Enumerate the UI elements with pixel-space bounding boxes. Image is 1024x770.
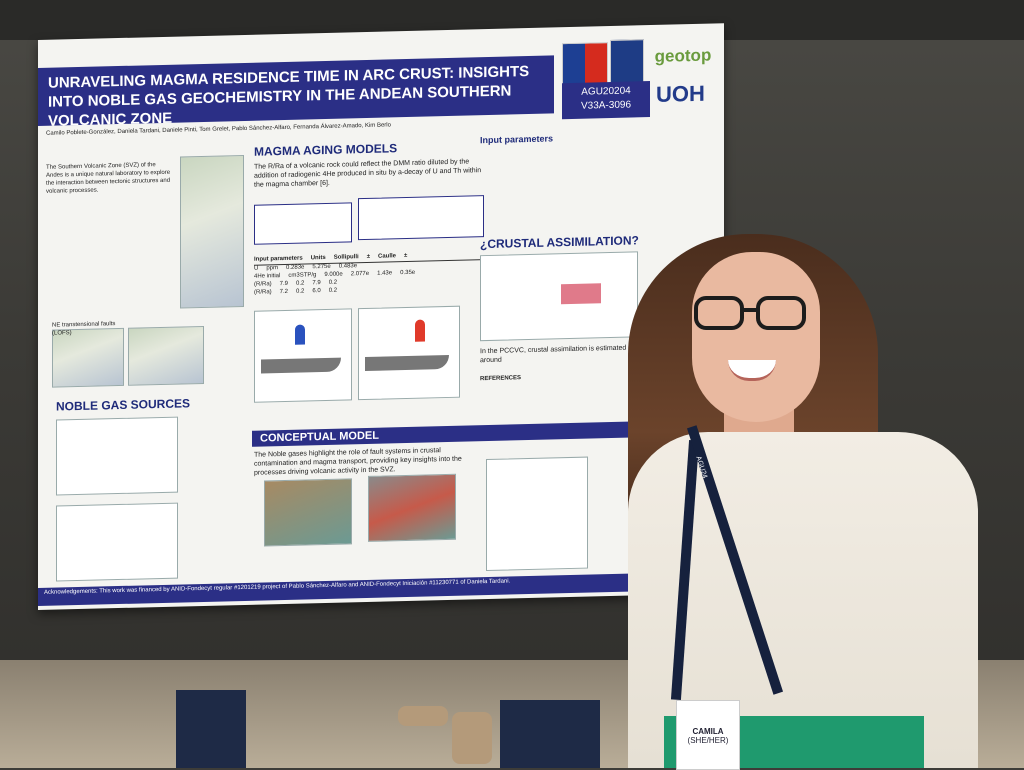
research-poster: UNRAVELING MAGMA RESIDENCE TIME IN ARC C… <box>38 23 724 611</box>
government-logo <box>562 42 608 86</box>
monte-carlo-plot-a <box>254 308 352 403</box>
table-cell: 0.2 <box>296 288 305 295</box>
table-cell: 7.9 <box>279 280 289 288</box>
table-cell: (R/Ra) <box>254 289 272 296</box>
table-cell: 0.35e <box>400 269 416 277</box>
conceptual-model-text: The Noble gases highlight the role of fa… <box>254 447 462 477</box>
equation-legend-box <box>358 195 484 241</box>
table-cell: 0.2 <box>296 280 305 287</box>
crustal-assimilation-text: In the PCCVC, crustal assimilation is es… <box>480 344 627 365</box>
ne-faults-label: NE transtensional faults (LOFS) <box>52 321 116 337</box>
input-parameters-heading: Input parameters <box>480 133 554 146</box>
table-cell: U <box>254 265 259 272</box>
poster-id: V33A-3096 <box>580 99 632 112</box>
table-header-cell: Sollipulli <box>333 254 359 261</box>
background-shoe <box>452 712 492 764</box>
crustal-assimilation-heading: ¿CRUSTAL ASSIMILATION? <box>480 233 639 252</box>
location-map <box>180 154 244 309</box>
magma-aging-heading: MAGMA AGING MODELS <box>254 141 398 159</box>
magma-aging-text: The R/Ra of a volcanic rock could reflec… <box>254 158 482 189</box>
noble-gas-plot-1 <box>56 416 178 496</box>
table-cell: 1.43e <box>377 270 393 277</box>
badge-pronoun: (SHE/HER) <box>687 736 729 745</box>
fault-map-nw <box>128 325 204 386</box>
poster-title: UNRAVELING MAGMA RESIDENCE TIME IN ARC C… <box>38 55 554 130</box>
crustal-assimilation-plot <box>480 251 638 342</box>
badge-name: CAMILA <box>692 727 724 736</box>
glasses-lens <box>694 296 744 330</box>
intro-text: The Southern Volcanic Zone (SVZ) of the … <box>46 162 171 195</box>
glasses-icon <box>694 296 814 336</box>
session-box: AGU20204 V33A-3096 <box>562 81 650 120</box>
table-header-cell: ± <box>366 253 370 260</box>
background-shoe <box>398 706 448 726</box>
monte-carlo-plot-b <box>358 305 460 401</box>
table-cell: 6.0 <box>312 288 321 295</box>
geotop-logo: geotop <box>654 45 712 66</box>
table-cell: 7.9 <box>312 280 321 287</box>
equation-box <box>254 202 352 245</box>
noble-gas-plot-2 <box>56 502 178 582</box>
table-cell: 0.2 <box>328 287 338 294</box>
uoh-logo: UOH <box>656 80 705 107</box>
table-header-cell: ± <box>404 252 408 260</box>
ne-faults-profile-plot <box>486 456 588 572</box>
table-cell: 2.077e <box>350 270 370 278</box>
person-face <box>692 252 820 422</box>
glasses-bridge <box>744 308 756 312</box>
table-cell: 7.2 <box>279 288 289 296</box>
table-header-cell: Caulle <box>377 253 396 260</box>
glasses-lens <box>756 296 806 330</box>
background-person-legs <box>500 700 600 768</box>
assimilation-range-box <box>561 283 601 305</box>
university-crest-logo <box>610 39 644 85</box>
input-parameters-table: Input parameters Units Sollipulli ± Caul… <box>254 251 484 298</box>
table-header-cell: Input parameters <box>254 255 303 263</box>
block-diagram-1 <box>264 478 352 547</box>
person-smile <box>728 360 776 381</box>
noble-gas-sources-heading: NOBLE GAS SOURCES <box>56 396 191 414</box>
background-person-legs <box>176 690 246 768</box>
table-cell: 0.2 <box>328 279 338 286</box>
conceptual-model-heading: CONCEPTUAL MODEL <box>252 421 632 447</box>
table-cell: 9.000e <box>324 271 343 279</box>
table-header-cell: Units <box>310 254 326 262</box>
references-heading: REFERENCES <box>480 375 522 383</box>
block-diagram-2 <box>368 473 456 542</box>
name-badge: CAMILA (SHE/HER) <box>676 700 740 770</box>
